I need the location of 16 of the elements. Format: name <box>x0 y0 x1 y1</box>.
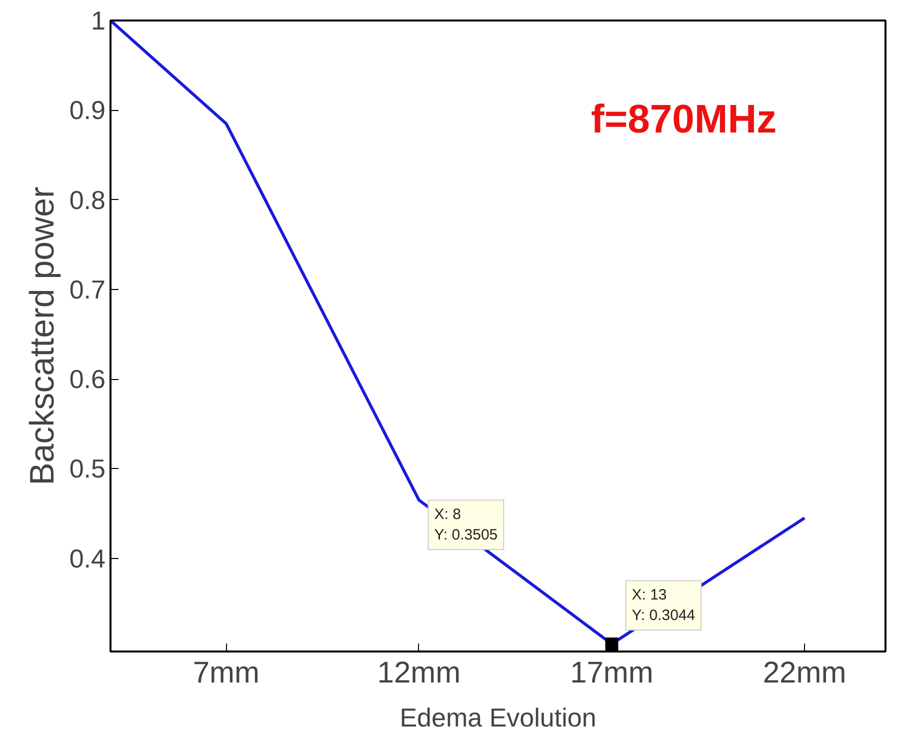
annotation: X: 8 Y: 0.3505 <box>434 506 498 544</box>
y-tick-label: 0.6 <box>69 364 106 394</box>
x-tick-label: 22mm <box>762 656 846 690</box>
y-axis-title: Backscatterd power <box>23 186 62 486</box>
y-tick-label: 0.7 <box>69 274 106 304</box>
x-tick-label: 17mm <box>570 656 654 690</box>
annotation: f=870MHz <box>591 98 777 142</box>
x-axis-title: Edema Evolution <box>400 702 596 732</box>
y-tick-label: 0.4 <box>69 543 106 574</box>
annotation: X: 13 Y: 0.3044 <box>632 586 696 624</box>
y-tick-label: 0.9 <box>69 95 106 126</box>
x-tick-label: 7mm <box>192 656 260 690</box>
y-tick-label: 1 <box>91 6 106 36</box>
y-tick-label: 0.5 <box>69 454 106 484</box>
x-tick-label: 12mm <box>377 656 461 690</box>
y-tick-label: 0.8 <box>69 184 106 215</box>
